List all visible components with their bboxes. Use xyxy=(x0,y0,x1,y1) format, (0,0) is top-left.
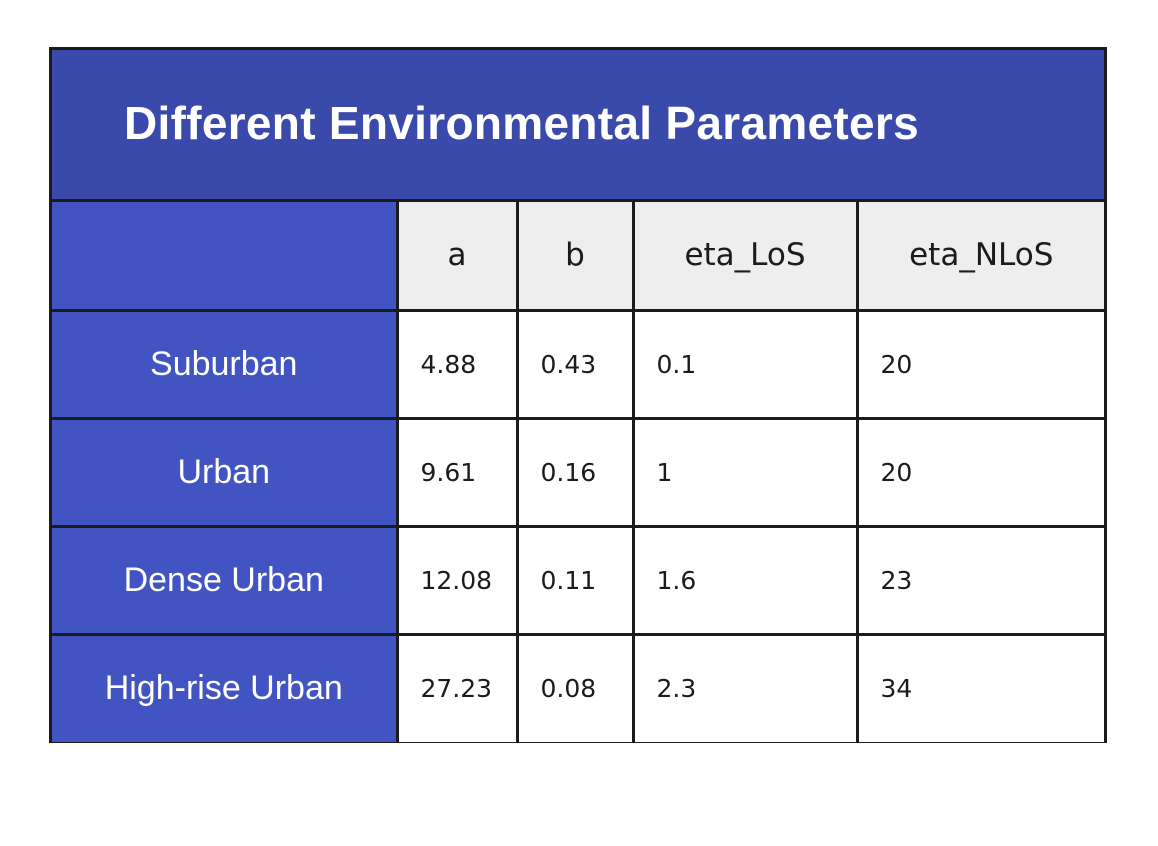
cell-eta-nlos: 23 xyxy=(855,524,1104,636)
column-header-a: a xyxy=(395,202,519,312)
column-header-eta-los: eta_LoS xyxy=(631,202,859,312)
table-row: High-rise Urban 27.23 0.08 2.3 34 xyxy=(52,632,1104,742)
cell-b: 0.11 xyxy=(515,524,635,636)
parameters-table: a b eta_LoS eta_NLoS Suburban 4.88 0.43 … xyxy=(52,202,1104,742)
row-label-urban: Urban xyxy=(52,416,399,528)
cell-eta-los: 2.3 xyxy=(631,632,859,742)
cell-b: 0.43 xyxy=(515,308,635,420)
table-row: Suburban 4.88 0.43 0.1 20 xyxy=(52,308,1104,420)
table-row: Dense Urban 12.08 0.11 1.6 23 xyxy=(52,524,1104,636)
cell-eta-nlos: 20 xyxy=(855,308,1104,420)
cell-a: 9.61 xyxy=(395,416,519,528)
column-header-eta-nlos: eta_NLoS xyxy=(855,202,1104,312)
title-bar: Different Environmental Parameters xyxy=(52,50,1104,202)
cell-eta-los: 0.1 xyxy=(631,308,859,420)
cell-eta-nlos: 20 xyxy=(855,416,1104,528)
cell-eta-los: 1.6 xyxy=(631,524,859,636)
row-label-high-rise-urban: High-rise Urban xyxy=(52,632,399,742)
cell-b: 0.08 xyxy=(515,632,635,742)
cell-b: 0.16 xyxy=(515,416,635,528)
cell-eta-los: 1 xyxy=(631,416,859,528)
cell-a: 27.23 xyxy=(395,632,519,742)
header-row: a b eta_LoS eta_NLoS xyxy=(52,202,1104,312)
row-label-suburban: Suburban xyxy=(52,308,399,420)
cell-eta-nlos: 34 xyxy=(855,632,1104,742)
table-title: Different Environmental Parameters xyxy=(124,97,920,149)
row-label-dense-urban: Dense Urban xyxy=(52,524,399,636)
parameters-table-card: Different Environmental Parameters a b e… xyxy=(49,47,1107,743)
table-row: Urban 9.61 0.16 1 20 xyxy=(52,416,1104,528)
cell-a: 4.88 xyxy=(395,308,519,420)
column-header-b: b xyxy=(515,202,635,312)
cell-a: 12.08 xyxy=(395,524,519,636)
corner-header-cell xyxy=(52,202,399,312)
